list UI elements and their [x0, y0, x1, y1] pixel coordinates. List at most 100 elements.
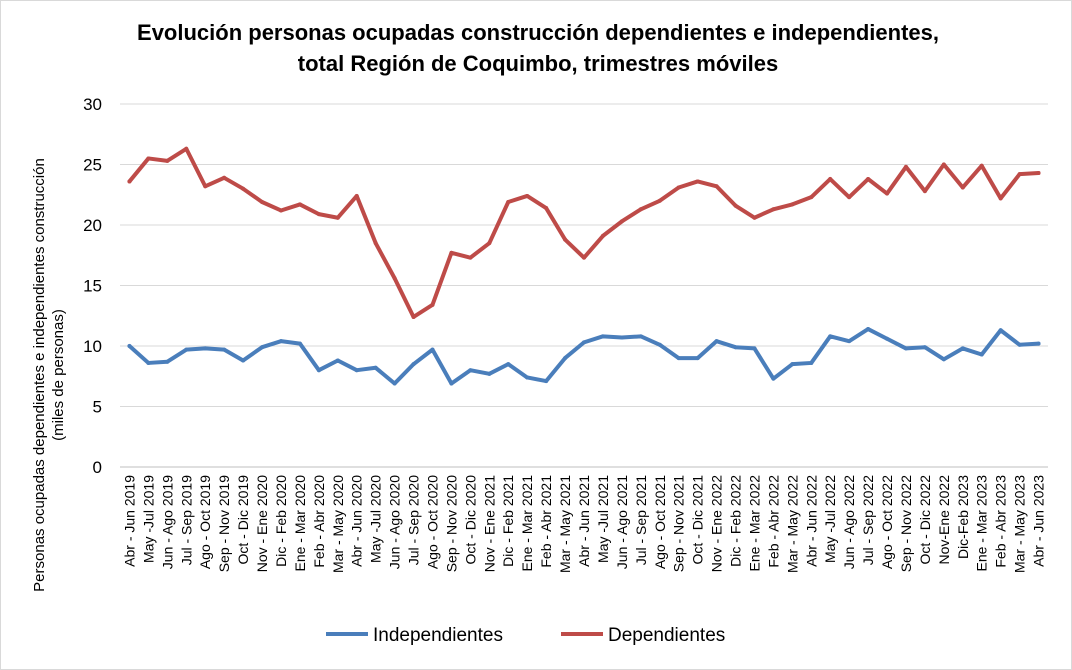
data-point-independientes [790, 362, 795, 367]
x-tick-label: Abr - Jun 2021 [576, 475, 592, 567]
data-point-independientes [809, 360, 814, 365]
y-axis-label-line-1: Personas ocupadas dependientes e indepen… [31, 158, 48, 592]
x-tick-label: Ago - Oct 2022 [879, 475, 895, 569]
x-tick-label: Oct - Dic 2021 [690, 475, 706, 565]
data-point-independientes [979, 352, 984, 357]
data-point-dependientes [449, 250, 454, 255]
x-tick-label: Feb - Abr 2023 [993, 475, 1009, 568]
x-tick-label: May -Jul 2021 [595, 475, 611, 563]
data-point-dependientes [165, 158, 170, 163]
data-point-independientes [998, 328, 1003, 333]
data-point-dependientes [430, 302, 435, 307]
x-tick-label: Feb - Abr 2022 [765, 475, 781, 568]
data-point-independientes [127, 344, 132, 348]
data-point-dependientes [316, 212, 321, 217]
x-axis-ticks: Abr - Jun 2019 May -Jul 2019 Jun - Ago 201… [121, 475, 1046, 573]
data-point-independientes [600, 334, 605, 339]
y-tick-label: 20 [83, 216, 102, 235]
legend-label-independientes: Independientes [373, 625, 503, 646]
data-point-independientes [449, 381, 454, 386]
x-tick-label: May -Jul 2020 [368, 475, 384, 563]
x-tick-label: Jun - Ago 2019 [159, 475, 175, 569]
x-tick-label: Feb - Abr 2020 [311, 475, 327, 568]
data-point-independientes [733, 345, 738, 350]
x-tick-label: Dic-Feb 2023 [955, 475, 971, 559]
x-tick-label: Feb - Abr 2021 [538, 475, 554, 568]
data-point-independientes [316, 368, 321, 373]
data-point-independientes [335, 358, 340, 363]
data-point-dependientes [146, 156, 151, 161]
y-axis-ticks: 0 5 10 15 20 25 30 [83, 95, 102, 477]
data-point-independientes [297, 341, 302, 346]
data-point-dependientes [468, 255, 473, 260]
data-point-independientes [241, 358, 246, 363]
data-point-dependientes [885, 191, 890, 196]
data-point-dependientes [1017, 172, 1022, 177]
x-tick-label: Sep - Nov 2021 [671, 475, 687, 572]
data-point-dependientes [695, 179, 700, 184]
data-point-independientes [828, 334, 833, 339]
x-tick-label: Nov - Ene 2020 [254, 475, 270, 572]
x-tick-label: Abr - Jun 2022 [803, 475, 819, 567]
data-point-independientes [1036, 341, 1041, 346]
series-line-independientes [127, 327, 1041, 386]
data-point-dependientes [733, 203, 738, 208]
data-point-independientes [411, 362, 416, 367]
data-point-dependientes [335, 215, 340, 220]
data-point-independientes [960, 346, 965, 351]
x-tick-label: Jun - Ago 2022 [841, 475, 857, 569]
series-lines [127, 146, 1041, 386]
x-tick-label: Nov-Ene 2022 [936, 475, 952, 565]
y-axis-label: Personas ocupadas dependientes e indepen… [31, 158, 67, 592]
x-tick-label: Jun - Ago 2021 [614, 475, 630, 569]
y-tick-label: 15 [83, 277, 102, 296]
data-point-dependientes [1036, 170, 1041, 175]
data-point-dependientes [866, 177, 871, 182]
data-point-independientes [752, 346, 757, 351]
x-tick-label: Ago - Oct 2021 [652, 475, 668, 569]
data-point-independientes [903, 346, 908, 351]
data-point-independientes [866, 327, 871, 332]
x-tick-label: Nov - Ene 2022 [709, 475, 725, 572]
legend: Independientes Dependientes [326, 625, 725, 646]
data-point-dependientes [979, 163, 984, 168]
data-point-dependientes [903, 164, 908, 169]
x-tick-label: Abr - Jun 2020 [349, 475, 365, 567]
data-point-independientes [468, 368, 473, 373]
data-point-dependientes [714, 184, 719, 189]
y-tick-label: 25 [83, 156, 102, 175]
data-point-independientes [392, 381, 397, 386]
x-tick-label: Ago - Oct 2020 [424, 475, 440, 569]
data-point-dependientes [998, 196, 1003, 201]
x-tick-label: Mar - May 2021 [557, 475, 573, 573]
data-point-dependientes [922, 189, 927, 194]
data-point-dependientes [278, 208, 283, 213]
data-point-dependientes [222, 175, 227, 180]
x-tick-label: Oct - Dic 2020 [462, 475, 478, 565]
y-tick-label: 0 [93, 458, 102, 477]
data-point-dependientes [411, 314, 416, 319]
y-tick-label: 5 [93, 398, 102, 417]
data-point-dependientes [506, 200, 511, 205]
chart-title: Evolución personas ocupadas construcción… [137, 20, 939, 76]
x-tick-label: Mar - May 2023 [1012, 475, 1028, 573]
data-point-independientes [1017, 342, 1022, 347]
data-point-independientes [563, 356, 568, 361]
data-point-independientes [922, 345, 927, 350]
y-tick-label: 30 [83, 95, 102, 114]
x-tick-label: Dic - Feb 2022 [728, 475, 744, 567]
data-point-independientes [203, 346, 208, 351]
x-tick-label: Jul - Sep 2019 [178, 475, 194, 565]
data-point-dependientes [260, 200, 265, 205]
data-point-dependientes [809, 195, 814, 200]
data-point-independientes [506, 362, 511, 367]
data-point-dependientes [752, 215, 757, 220]
legend-label-dependientes: Dependientes [608, 625, 725, 646]
data-point-independientes [847, 339, 852, 344]
x-tick-label: Jul - Sep 2020 [406, 475, 422, 565]
x-tick-label: Sep - Nov 2019 [216, 475, 232, 572]
chart-title-line-1: Evolución personas ocupadas construcción… [137, 20, 939, 45]
data-point-dependientes [600, 233, 605, 238]
data-point-independientes [544, 379, 549, 384]
